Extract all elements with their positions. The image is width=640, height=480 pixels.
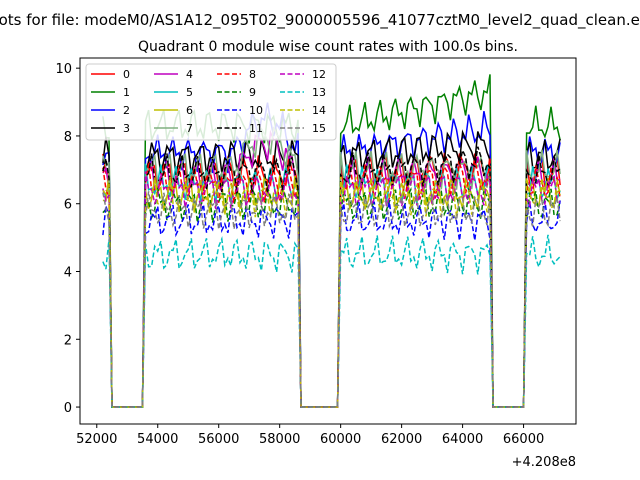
series-line-14 [102, 176, 561, 408]
x-offset-label: +4.208e8 [512, 455, 576, 470]
series-line-10 [102, 200, 561, 408]
x-tick-label: 52000 [76, 432, 117, 447]
legend-label-0: 0 [123, 68, 130, 81]
y-tick-label: 10 [55, 62, 72, 77]
y-tick-label: 0 [64, 401, 72, 416]
figure-suptitle: Plots for file: modeM0/AS1A12_095T02_900… [0, 11, 640, 30]
series-line-11 [102, 146, 561, 408]
legend-label-1: 1 [123, 86, 130, 99]
plot-area: 52000 54000 56000 58000 60000 62000 64000 66000… [55, 57, 577, 470]
legend-label-15: 15 [312, 122, 326, 135]
legend-label-2: 2 [123, 104, 130, 117]
legend-label-5: 5 [186, 86, 193, 99]
x-tick-label: 66000 [503, 432, 544, 447]
y-tick-label: 4 [64, 266, 72, 281]
legend-label-7: 7 [186, 122, 193, 135]
legend-label-3: 3 [123, 122, 130, 135]
x-tick-label: 56000 [198, 432, 239, 447]
legend-label-14: 14 [312, 104, 326, 117]
legend-label-13: 13 [312, 86, 326, 99]
series-line-15 [102, 191, 561, 408]
x-tick-label: 64000 [442, 432, 483, 447]
legend-label-4: 4 [186, 68, 193, 81]
x-tick-label: 58000 [259, 432, 300, 447]
legend-label-10: 10 [249, 104, 263, 117]
legend-label-12: 12 [312, 68, 326, 81]
y-tick-label: 6 [64, 198, 72, 213]
x-tick-label: 60000 [320, 432, 361, 447]
chart-title: Quadrant 0 module wise count rates with … [138, 39, 518, 55]
y-tick-label: 8 [64, 130, 72, 145]
legend-label-6: 6 [186, 104, 193, 117]
x-axis: 52000 54000 56000 58000 60000 62000 64000 66000 [76, 424, 544, 447]
legend-label-9: 9 [249, 86, 256, 99]
series-group [102, 74, 561, 408]
legend-label-11: 11 [249, 122, 263, 135]
legend-label-8: 8 [249, 68, 256, 81]
legend-frame [85, 63, 337, 141]
axes-frame [79, 57, 577, 425]
x-tick-label: 62000 [381, 432, 422, 447]
y-tick-label: 2 [64, 333, 72, 348]
y-axis: 0 2 4 6 8 10 [55, 62, 80, 416]
x-tick-label: 54000 [137, 432, 178, 447]
